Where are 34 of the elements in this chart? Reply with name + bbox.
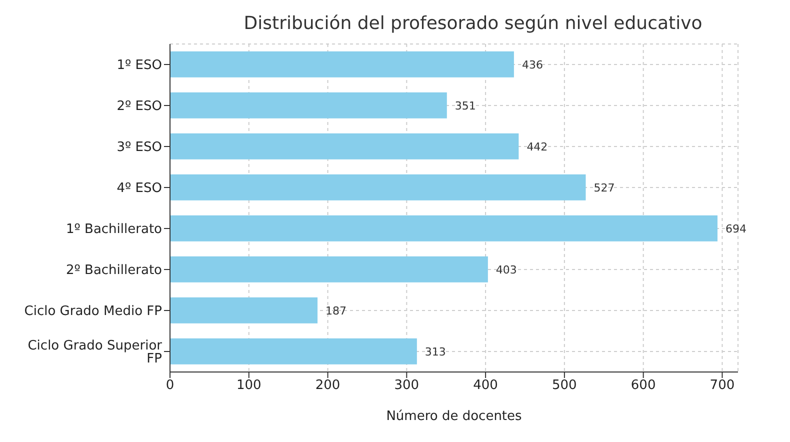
x-axis-title: Número de docentes <box>386 409 522 424</box>
x-tick-label: 0 <box>166 378 174 394</box>
bar <box>170 133 519 160</box>
data-label: 351 <box>454 99 476 112</box>
chart-title: Distribución del profesorado según nivel educativo <box>242 12 704 36</box>
x-tick-label: 700 <box>710 378 735 394</box>
y-tick-label: 3º ESO <box>116 140 162 156</box>
bar <box>170 92 447 118</box>
y-tick-label: 2º ESO <box>116 99 162 114</box>
x-tick-label: 500 <box>552 378 577 394</box>
bar <box>170 51 514 78</box>
bar <box>170 297 318 324</box>
bar <box>170 174 586 200</box>
bar <box>170 338 417 364</box>
y-tick-label: Ciclo Grado Medio FP <box>24 304 162 320</box>
y-tick-label: 1º ESO <box>116 58 162 74</box>
x-tick-label: 600 <box>630 378 656 394</box>
x-tick-label: 200 <box>315 378 340 394</box>
data-label: 442 <box>526 140 548 154</box>
data-label: 313 <box>424 345 446 358</box>
data-label: 527 <box>594 181 615 194</box>
x-tick-label: 400 <box>473 378 498 394</box>
y-tick-label: 4º ESO <box>116 181 162 196</box>
y-tick-label: 1º Bachillerato <box>66 222 162 238</box>
bar <box>170 215 718 242</box>
x-tick-label: 100 <box>236 378 262 394</box>
x-tick-label: 300 <box>394 378 420 394</box>
bar <box>170 256 488 282</box>
data-label: 436 <box>522 58 543 72</box>
y-tick-label: Ciclo Grado Superior FP <box>28 338 163 367</box>
y-tick-label: 2º Bachillerato <box>66 263 162 278</box>
data-label: 694 <box>725 222 746 236</box>
data-label: 403 <box>496 263 517 276</box>
data-label: 187 <box>326 304 347 318</box>
